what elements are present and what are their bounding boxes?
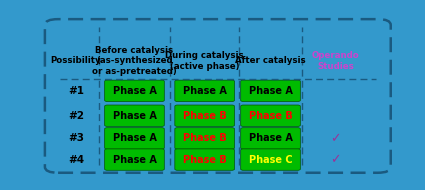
Text: Phase A: Phase A [249,133,292,143]
Text: Phase A: Phase A [113,86,156,96]
FancyBboxPatch shape [241,105,300,126]
Text: Phase A: Phase A [113,155,156,165]
Text: Operando
Studies: Operando Studies [312,51,360,70]
FancyBboxPatch shape [105,105,164,126]
Text: Phase A: Phase A [113,111,156,121]
Text: After catalysis: After catalysis [235,56,306,65]
FancyBboxPatch shape [175,149,235,170]
Text: #1: #1 [68,86,84,96]
FancyBboxPatch shape [105,128,164,149]
Text: ✓: ✓ [331,132,341,145]
FancyBboxPatch shape [105,80,164,101]
Text: Phase C: Phase C [249,155,292,165]
FancyBboxPatch shape [105,149,164,170]
Text: Phase B: Phase B [183,133,227,143]
FancyBboxPatch shape [241,128,300,149]
Text: Before catalysis
(as-synthesized
or as-pretreated): Before catalysis (as-synthesized or as-p… [92,46,177,76]
FancyBboxPatch shape [175,80,235,101]
Text: #2: #2 [68,111,84,121]
FancyBboxPatch shape [241,80,300,101]
FancyBboxPatch shape [45,19,391,173]
Text: #3: #3 [68,133,84,143]
Text: During catalysis
(active phase): During catalysis (active phase) [165,51,244,70]
Text: ✓: ✓ [331,153,341,166]
FancyBboxPatch shape [175,128,235,149]
Text: Phase B: Phase B [183,155,227,165]
Text: #4: #4 [68,155,84,165]
Text: Phase B: Phase B [183,111,227,121]
Text: Phase A: Phase A [249,86,292,96]
Text: Possibility: Possibility [51,56,101,65]
Text: Phase A: Phase A [183,86,227,96]
FancyBboxPatch shape [175,105,235,126]
Text: Phase B: Phase B [249,111,292,121]
Text: Phase A: Phase A [113,133,156,143]
FancyBboxPatch shape [241,149,300,170]
